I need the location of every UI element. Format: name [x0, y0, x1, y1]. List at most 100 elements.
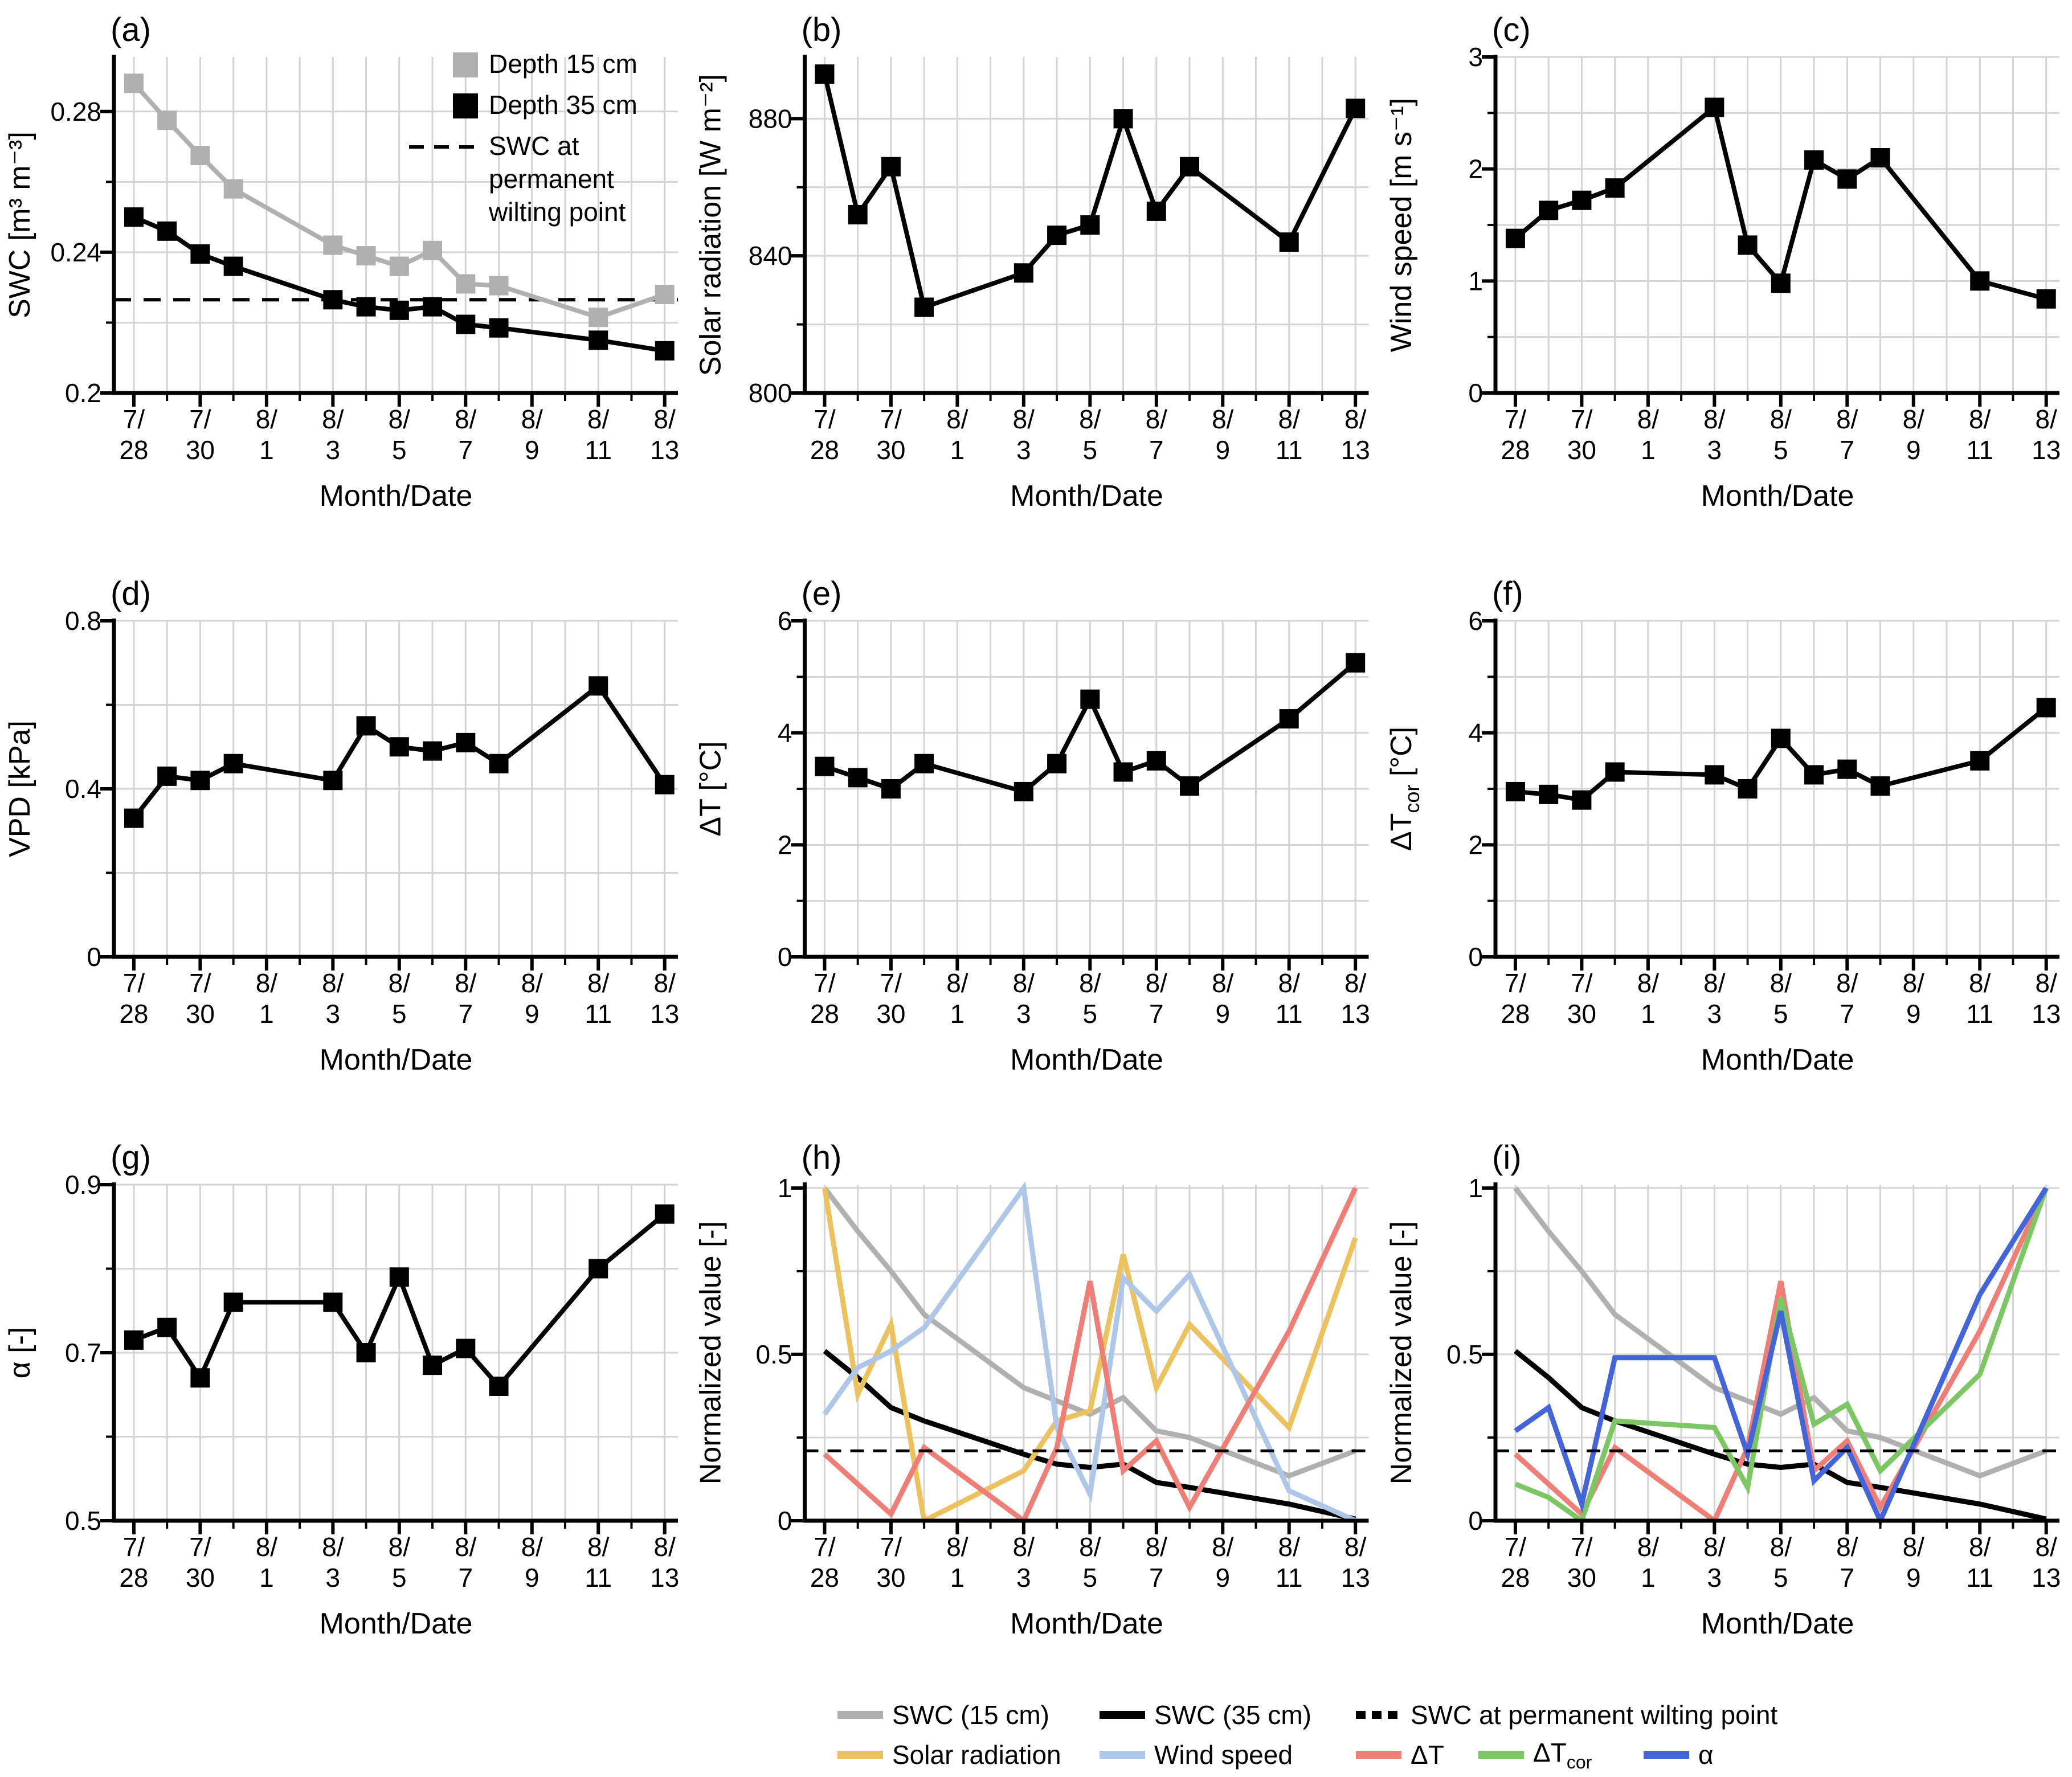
svg-text:0: 0: [778, 942, 792, 972]
svg-text:8/: 8/: [1836, 1532, 1858, 1562]
svg-text:13: 13: [1341, 999, 1370, 1029]
svg-text:11: 11: [1966, 1563, 1993, 1592]
svg-text:28: 28: [119, 999, 148, 1029]
legend-label: SWC at: [489, 131, 579, 161]
svg-text:0.5: 0.5: [1446, 1340, 1483, 1369]
panel-tag: (c): [1492, 11, 1531, 48]
svg-text:0.8: 0.8: [65, 606, 101, 636]
svg-text:8/: 8/: [2036, 968, 2058, 998]
legend-swatch-square: [453, 52, 478, 77]
legend-item: ΔTcor: [1478, 1737, 1644, 1773]
svg-text:28: 28: [1501, 1563, 1530, 1592]
series--: [124, 1204, 675, 1396]
tick-labels: 0.20.240.287/287/308/18/38/58/78/98/118/…: [50, 97, 679, 465]
legend-item: ΔT: [1356, 1739, 1478, 1770]
svg-text:8/: 8/: [1146, 1532, 1168, 1562]
svg-text:13: 13: [1341, 1563, 1370, 1592]
svg-text:3: 3: [1468, 42, 1483, 72]
svg-text:8/: 8/: [1278, 404, 1301, 434]
series-swc-15-cm-: [1513, 1186, 2048, 1479]
svg-text:11: 11: [585, 1563, 612, 1592]
svg-text:9: 9: [525, 999, 540, 1029]
svg-text:6: 6: [1468, 606, 1483, 636]
gridlines: [114, 1184, 678, 1521]
svg-text:8/: 8/: [946, 404, 968, 434]
svg-text:8/: 8/: [1013, 968, 1035, 998]
panel-normalized-2: 0 0.5 1 7/28 7/30 8/1 8/3 8/5 8/7 8/9 8/11 8/13 Mont…: [1382, 1128, 2072, 1692]
tick-labels: 00.517/287/308/18/38/58/78/98/118/13: [756, 1173, 1370, 1592]
legend-label: Depth 35 cm: [489, 90, 637, 120]
svg-text:8/: 8/: [521, 1532, 543, 1562]
svg-text:8/: 8/: [1278, 968, 1301, 998]
svg-text:8/: 8/: [389, 968, 411, 998]
svg-text:4: 4: [1468, 718, 1483, 748]
legend-item-label: α: [1698, 1740, 1714, 1770]
series-swc-35-cm-: [124, 207, 675, 361]
svg-text:9: 9: [1906, 435, 1921, 465]
svg-text:8/: 8/: [256, 1532, 278, 1562]
svg-text:8/: 8/: [587, 968, 610, 998]
y-axis-title: Solar radiation [W m⁻²]: [694, 74, 728, 376]
svg-text:8/: 8/: [946, 968, 968, 998]
svg-text:5: 5: [1773, 435, 1788, 465]
panel-swc: 0.2 0.24 0.28 7/28 7/30 8/1 8/3 8/5 8/7 8/9 8/11 8/…: [0, 0, 690, 564]
svg-text:8/: 8/: [654, 404, 676, 434]
svg-text:0: 0: [1468, 942, 1483, 972]
legend-item-label: SWC (15 cm): [892, 1700, 1049, 1730]
svg-text:4: 4: [778, 718, 792, 748]
svg-text:0.28: 0.28: [50, 97, 101, 126]
svg-text:8/: 8/: [1836, 968, 1858, 998]
svg-text:2: 2: [778, 830, 792, 859]
svg-text:8/: 8/: [1836, 404, 1858, 434]
svg-text:0: 0: [778, 1506, 792, 1536]
svg-text:8/: 8/: [946, 1532, 968, 1562]
svg-text:3: 3: [326, 1563, 341, 1592]
x-axis-title: Month/Date: [1701, 480, 1854, 513]
svg-text:8/: 8/: [1903, 968, 1925, 998]
svg-text:1: 1: [950, 1563, 965, 1592]
svg-text:8/: 8/: [1278, 1532, 1301, 1562]
svg-text:7/: 7/: [880, 968, 902, 998]
svg-text:13: 13: [2032, 999, 2061, 1029]
legend-row: Solar radiation Wind speed ΔT ΔTcor α: [837, 1735, 2072, 1775]
svg-text:7/: 7/: [123, 968, 145, 998]
svg-text:0: 0: [1468, 378, 1483, 408]
series-wind-speed: [822, 1181, 1357, 1524]
y-axis-title: Normalized value [-]: [1385, 1221, 1418, 1484]
panel-tag: (h): [802, 1139, 842, 1176]
panel-alpha: 0.5 0.7 0.9 7/28 7/30 8/1 8/3 8/5 8/7 8/9 8/11 8/13…: [0, 1128, 690, 1692]
svg-text:8/: 8/: [1146, 968, 1168, 998]
legend-line-swatch: [1100, 1751, 1145, 1759]
figure-legend: SWC (15 cm) SWC (35 cm) SWC at permanent w…: [0, 1692, 2072, 1777]
svg-text:1: 1: [1468, 1173, 1483, 1203]
svg-text:30: 30: [876, 435, 905, 465]
svg-text:13: 13: [650, 1563, 679, 1592]
svg-text:7: 7: [1840, 435, 1854, 465]
legend-item: SWC (15 cm): [837, 1700, 1100, 1730]
svg-text:8/: 8/: [256, 404, 278, 434]
svg-text:1: 1: [950, 435, 965, 465]
svg-text:28: 28: [119, 1563, 148, 1592]
legend-line-swatch: [837, 1711, 883, 1719]
svg-text:30: 30: [876, 999, 905, 1029]
legend-label: permanent: [489, 164, 614, 194]
svg-text:11: 11: [1966, 435, 1993, 465]
svg-text:7: 7: [1149, 1563, 1164, 1592]
chart-h: 00.517/287/308/18/38/58/78/98/118/13Mont…: [694, 1139, 1370, 1640]
svg-text:1: 1: [950, 999, 965, 1029]
svg-text:8/: 8/: [1903, 1532, 1925, 1562]
tick-labels: 00.40.87/287/308/18/38/58/78/98/118/13: [65, 606, 679, 1029]
svg-text:8/: 8/: [1703, 968, 1726, 998]
legend-item-label: SWC (35 cm): [1154, 1700, 1311, 1730]
svg-text:8/: 8/: [389, 404, 411, 434]
svg-text:7/: 7/: [189, 1532, 211, 1562]
svg-text:8/: 8/: [1344, 968, 1367, 998]
svg-text:9: 9: [525, 1563, 540, 1592]
panel-delta-t-cor: 0 2 4 6 7/28 7/30 8/1 8/3 8/5 8/7 8/9 8/11 8/13 Month…: [1382, 564, 2072, 1128]
panel-tag: (g): [111, 1139, 151, 1176]
svg-text:7/: 7/: [1571, 404, 1593, 434]
svg-text:8/: 8/: [322, 968, 344, 998]
svg-text:8/: 8/: [1344, 404, 1367, 434]
